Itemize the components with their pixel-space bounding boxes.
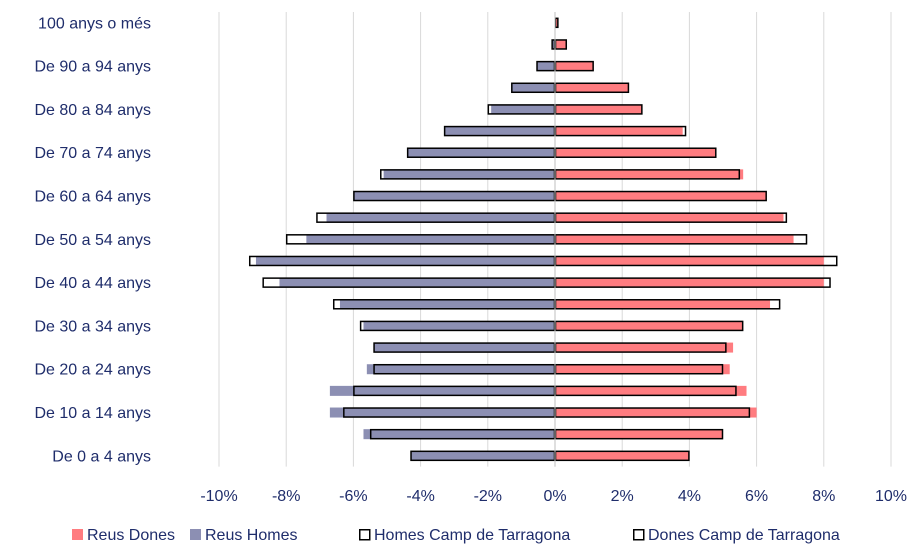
x-tick-label: 2% <box>611 488 634 505</box>
bar-reus-dones <box>555 407 757 418</box>
bar-reus-dones <box>555 17 559 28</box>
x-axis-labels: -10% -8% -6% -4% -2% 0% 2% 4% 6% 8% 10% <box>200 488 907 505</box>
bar-reus-dones <box>555 320 744 331</box>
bar-reus-dones <box>555 147 717 158</box>
y-tick-label: De 20 a 24 anys <box>34 362 151 379</box>
bar-reus-dones <box>555 126 683 137</box>
bar-reus-homes <box>326 212 555 223</box>
bar-reus-homes <box>511 82 555 93</box>
y-tick-label: De 0 a 4 anys <box>52 448 151 465</box>
bar-reus-dones <box>555 104 643 115</box>
legend-swatch <box>190 529 201 540</box>
x-tick-label: 6% <box>745 488 768 505</box>
bar-reus-homes <box>366 364 555 375</box>
y-tick-label: De 90 a 94 anys <box>34 59 151 76</box>
bar-reus-dones <box>555 255 824 266</box>
bar-reus-dones <box>555 277 824 288</box>
x-tick-label: -4% <box>406 488 434 505</box>
bar-reus-dones <box>555 191 767 202</box>
bar-reus-homes <box>407 147 555 158</box>
bar-reus-homes <box>255 255 555 266</box>
legend: Reus Dones Reus Homes Homes Camp de Tarrag… <box>72 527 840 544</box>
y-tick-label: De 60 a 64 anys <box>34 189 151 206</box>
legend-swatch <box>633 529 645 541</box>
bar-reus-homes <box>444 126 555 137</box>
bar-reus-dones <box>555 212 784 223</box>
x-tick-label: -6% <box>339 488 367 505</box>
bar-reus-homes <box>373 342 555 353</box>
bar-reus-dones <box>555 169 744 180</box>
legend-swatch <box>72 529 83 540</box>
bar-reus-homes <box>363 320 555 331</box>
legend-swatch <box>359 529 371 541</box>
x-tick-label: 4% <box>678 488 701 505</box>
bar-reus-homes <box>306 234 555 245</box>
y-tick-label: De 10 a 14 anys <box>34 405 151 422</box>
bar-reus-dones <box>555 450 690 461</box>
x-tick-label: -10% <box>200 488 237 505</box>
x-tick-label: 8% <box>812 488 835 505</box>
bar-reus-homes <box>536 61 555 72</box>
y-tick-label: De 50 a 54 anys <box>34 232 151 249</box>
bar-reus-homes <box>339 299 555 310</box>
bar-reus-homes <box>551 39 555 50</box>
y-axis-labels: De 0 a 4 anys De 10 a 14 anys De 20 a 24 a… <box>34 15 151 465</box>
x-tick-label: 0% <box>543 488 566 505</box>
y-tick-label: De 70 a 74 anys <box>34 145 151 162</box>
bar-reus-homes <box>383 169 555 180</box>
x-tick-label: -2% <box>474 488 502 505</box>
bar-reus-dones <box>555 429 723 440</box>
bar-reus-homes <box>329 385 555 396</box>
legend-label: Dones Camp de Tarragona <box>648 527 840 544</box>
bar-reus-dones <box>555 364 730 375</box>
bar-reus-dones <box>555 342 734 353</box>
y-tick-label: De 80 a 84 anys <box>34 102 151 119</box>
bar-reus-dones <box>555 82 629 93</box>
legend-label: Homes Camp de Tarragona <box>374 527 570 544</box>
bar-reus-dones <box>555 299 771 310</box>
y-tick-label: 100 anys o més <box>38 15 151 32</box>
bar-reus-homes <box>410 450 555 461</box>
x-tick-label: 10% <box>875 488 907 505</box>
bar-reus-dones <box>555 385 747 396</box>
bar-reus-homes <box>329 407 555 418</box>
bars <box>248 17 838 462</box>
bar-reus-homes <box>353 191 555 202</box>
legend-label: Reus Dones <box>87 527 175 544</box>
bar-reus-homes <box>279 277 555 288</box>
y-tick-label: De 30 a 34 anys <box>34 318 151 335</box>
legend-label: Reus Homes <box>205 527 297 544</box>
x-tick-label: -8% <box>272 488 300 505</box>
bar-reus-dones <box>555 61 594 72</box>
bar-reus-dones <box>555 39 567 50</box>
bar-reus-homes <box>363 429 555 440</box>
bar-reus-homes <box>491 104 555 115</box>
y-tick-label: De 40 a 44 anys <box>34 275 151 292</box>
bar-reus-dones <box>555 234 794 245</box>
